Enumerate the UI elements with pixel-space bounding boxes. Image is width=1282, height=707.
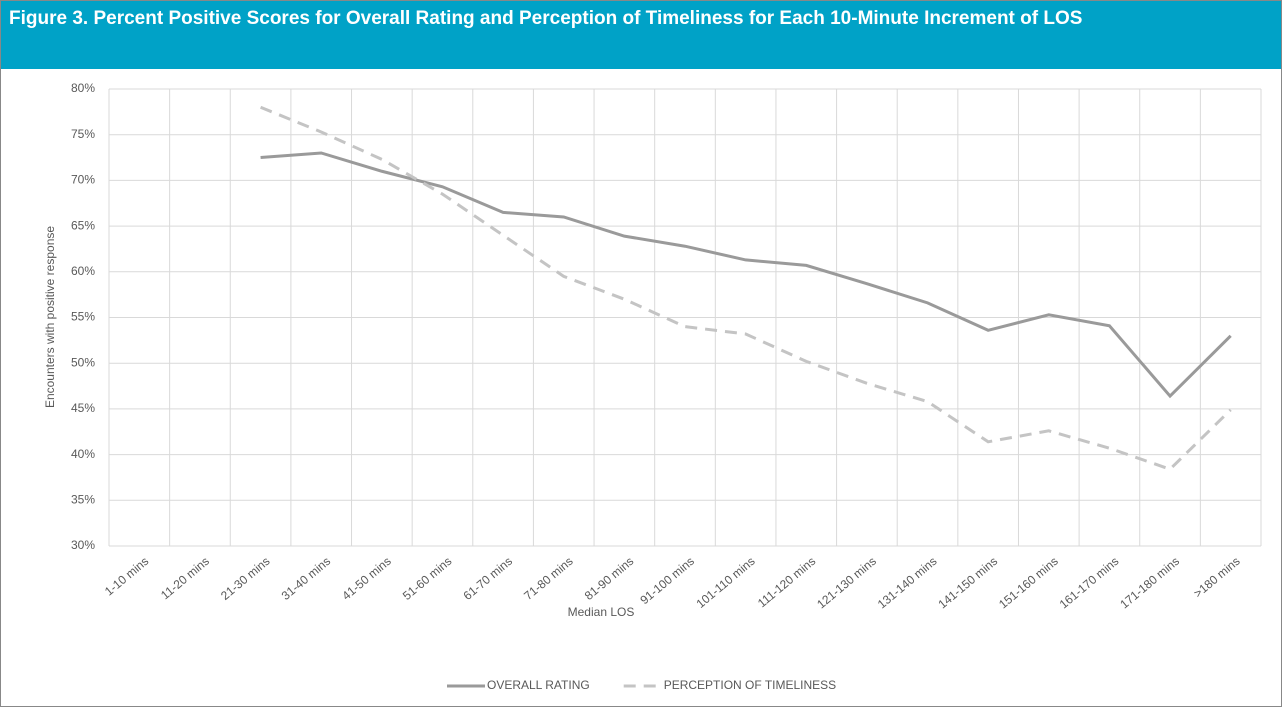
x-tick-label: 131-140 mins xyxy=(875,554,940,611)
data-line xyxy=(260,105,1232,471)
x-tick-label: 161-170 mins xyxy=(1057,554,1122,611)
y-tick-label: 80% xyxy=(71,81,95,95)
x-tick-label: >180 mins xyxy=(1191,554,1243,601)
chart-title: Figure 3. Percent Positive Scores for Ov… xyxy=(1,1,1281,69)
x-tick-label: 91-100 mins xyxy=(637,554,697,607)
legend-label: OVERALL RATING xyxy=(487,678,590,692)
x-tick-label: 31-40 mins xyxy=(279,554,333,603)
data-line xyxy=(260,151,1232,399)
legend-label: PERCEPTION OF TIMELINESS xyxy=(664,678,836,692)
x-tick-label: 1-10 mins xyxy=(102,554,151,599)
y-tick-label: 40% xyxy=(71,447,95,461)
y-tick-label: 70% xyxy=(71,173,95,187)
x-tick-label: 111-120 mins xyxy=(755,554,818,610)
x-tick-label: 151-160 mins xyxy=(996,554,1061,611)
x-axis-label: Median LOS xyxy=(568,605,635,619)
x-tick-label: 51-60 mins xyxy=(400,554,454,603)
x-tick-label: 121-130 mins xyxy=(814,554,879,611)
x-tick-label: 101-110 mins xyxy=(694,554,758,611)
y-tick-label: 55% xyxy=(71,310,95,324)
x-tick-label: 11-20 mins xyxy=(158,554,212,602)
x-tick-label: 81-90 mins xyxy=(582,554,636,603)
y-tick-label: 75% xyxy=(71,127,95,141)
y-tick-label: 35% xyxy=(71,492,95,506)
y-tick-label: 65% xyxy=(71,218,95,232)
x-tick-label: 141-150 mins xyxy=(935,554,1000,611)
y-tick-label: 30% xyxy=(71,538,95,552)
x-tick-label: 61-70 mins xyxy=(461,554,515,603)
y-tick-label: 50% xyxy=(71,355,95,369)
x-tick-label: 41-50 mins xyxy=(339,554,393,603)
x-tick-label: 71-80 mins xyxy=(521,554,575,603)
y-axis-label: Encounters with positive response xyxy=(43,226,57,408)
y-tick-label: 45% xyxy=(71,401,95,415)
x-tick-label: 171-180 mins xyxy=(1117,554,1182,611)
x-tick-label: 21-30 mins xyxy=(218,554,272,603)
y-tick-label: 60% xyxy=(71,264,95,278)
